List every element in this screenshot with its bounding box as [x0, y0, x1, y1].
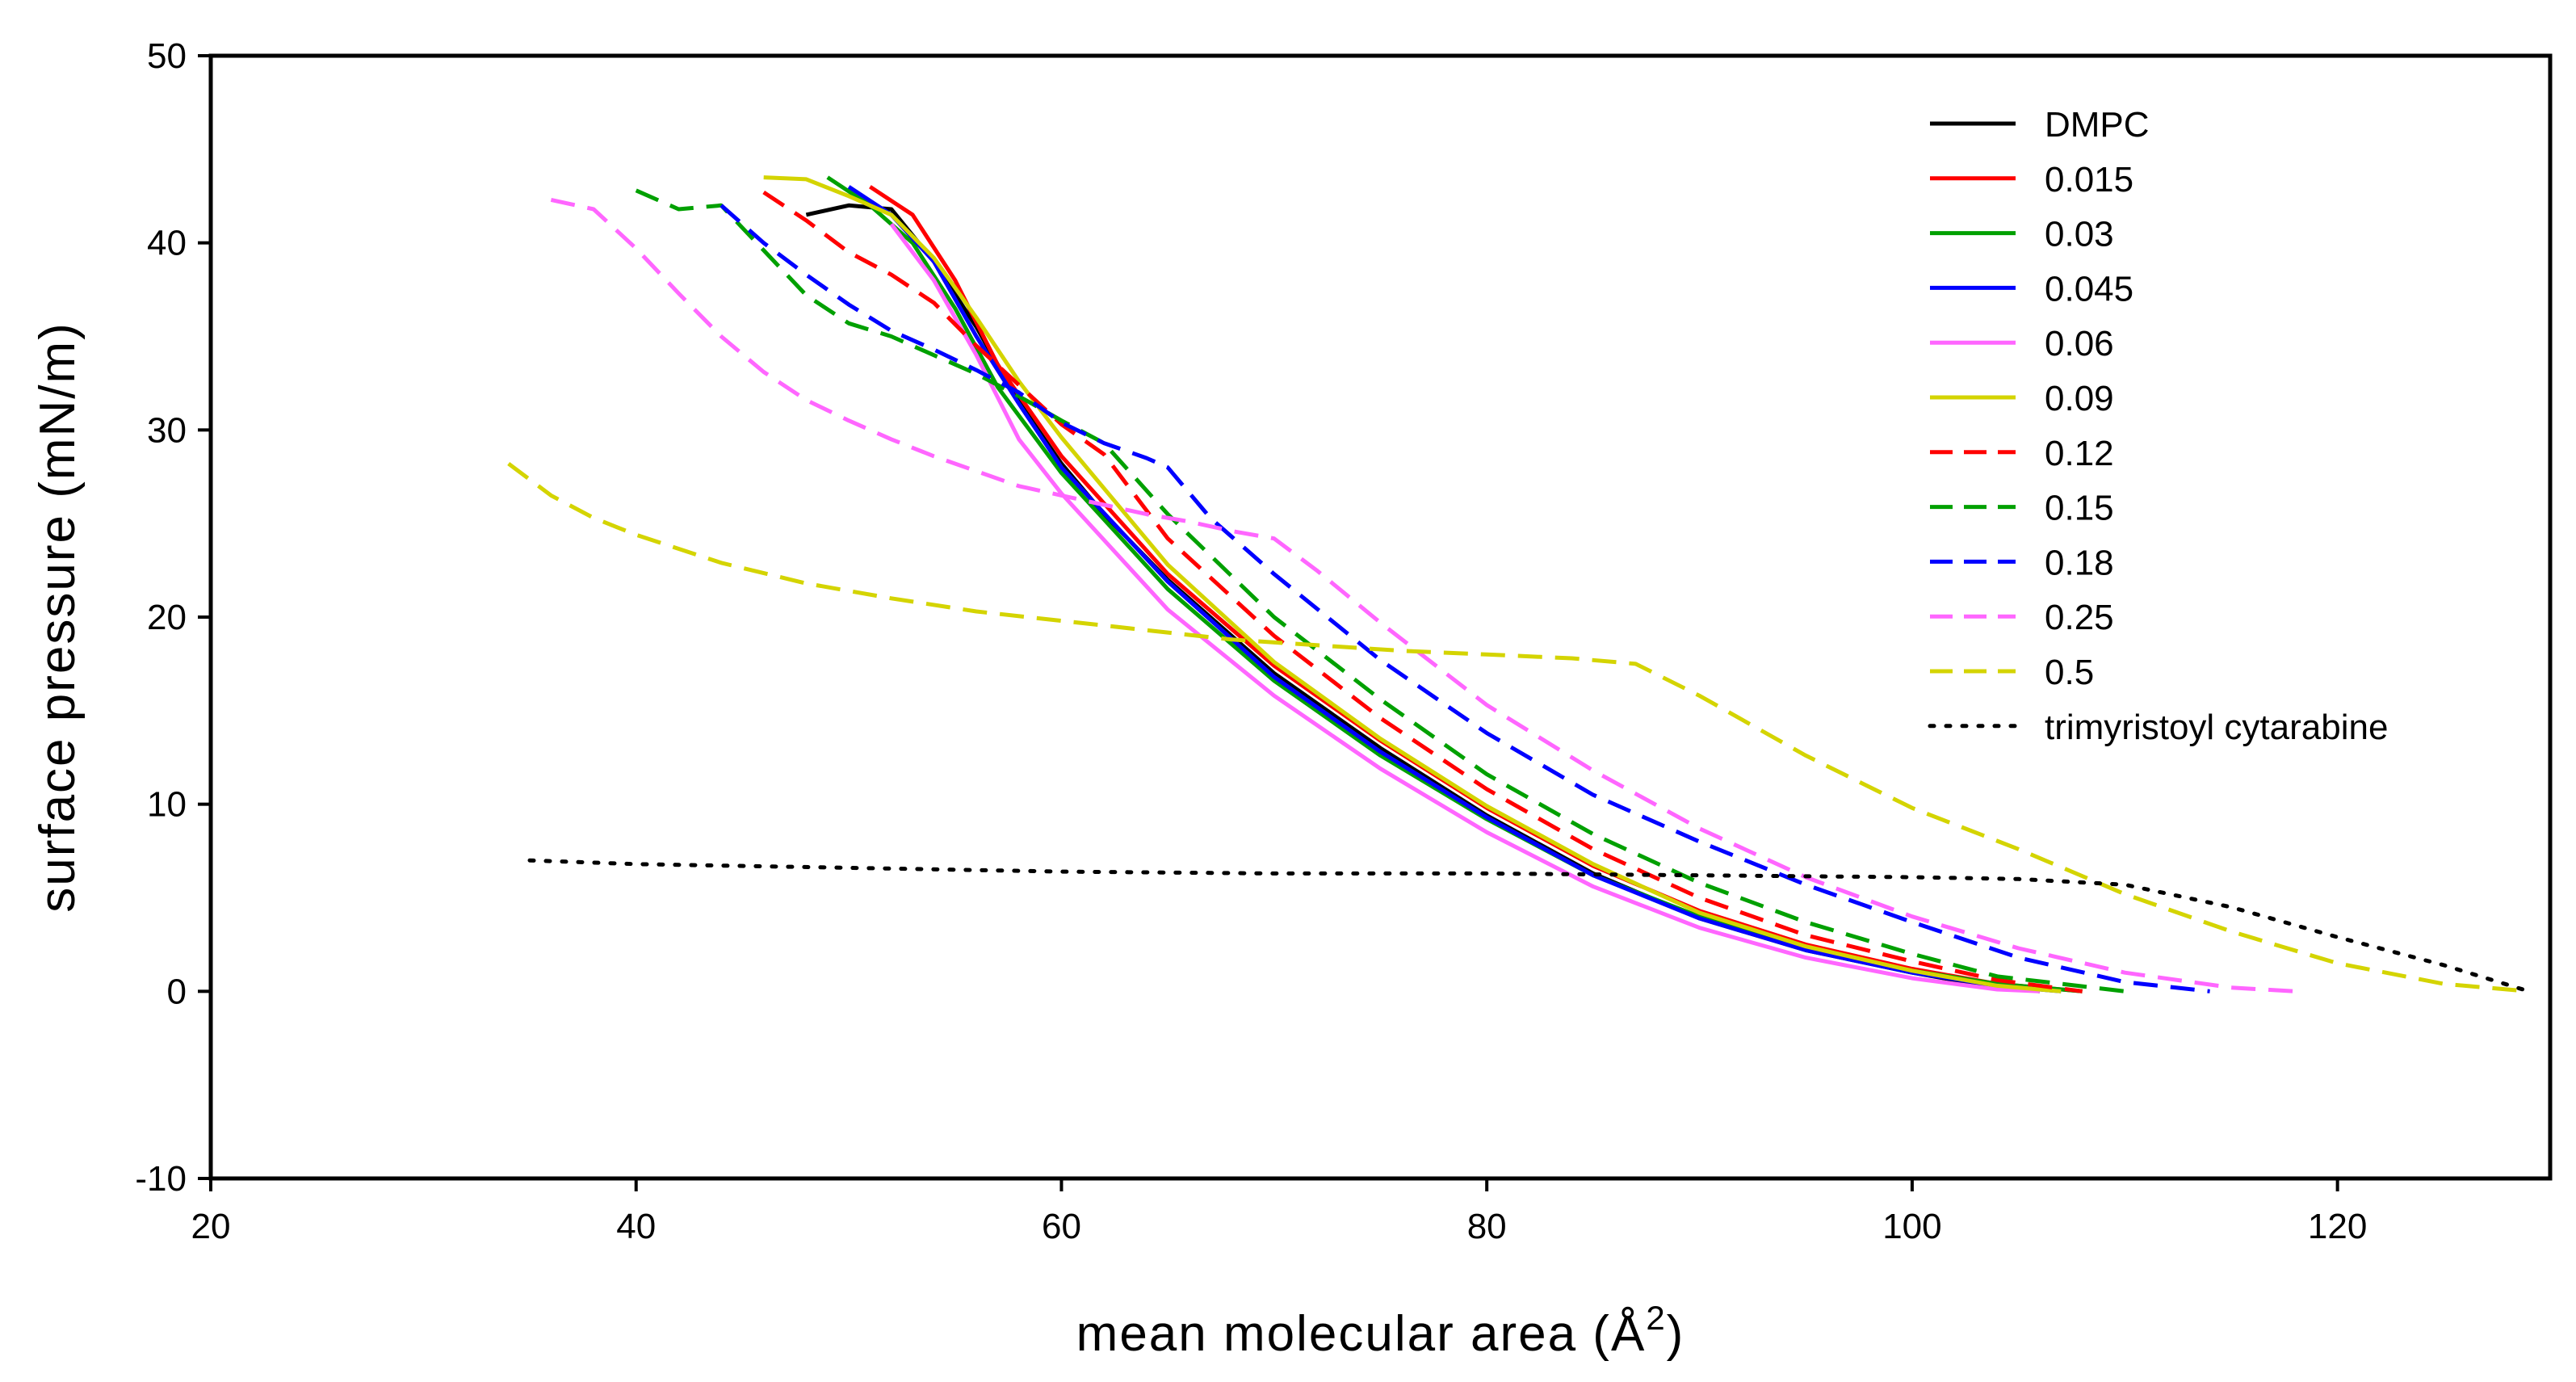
y-tick-label: 40 [147, 224, 187, 263]
x-axis-title-unit: Å [1611, 1306, 1646, 1362]
legend-label: 0.06 [2045, 324, 2114, 363]
legend-label: trimyristoyl cytarabine [2045, 708, 2388, 747]
plot-area [208, 53, 2553, 1181]
x-tick-label: 120 [2308, 1207, 2367, 1246]
legend-label: 0.18 [2045, 543, 2114, 582]
y-tick-label: 50 [147, 36, 187, 76]
legend-label: 0.045 [2045, 269, 2133, 309]
legend-label: 0.5 [2045, 653, 2094, 692]
series-line-0-12 [762, 191, 2083, 993]
series-line-0-045 [847, 185, 2062, 993]
y-axis-ticks: -10 0 10 20 30 40 50 [135, 36, 211, 1199]
y-axis-title: surface pressure (mN/m) [30, 321, 86, 913]
plot-frame [208, 53, 2553, 1181]
y-tick-label: -10 [135, 1159, 187, 1199]
legend-label: DMPC [2045, 105, 2150, 145]
series-line-0-06 [889, 222, 2041, 993]
legend-label: 0.015 [2045, 160, 2133, 200]
series-layer [507, 175, 2532, 993]
y-tick-label: 10 [147, 785, 187, 825]
series-line-0-5 [507, 461, 2529, 993]
legend-label: 0.03 [2045, 215, 2114, 254]
series-line-0-18 [720, 204, 2210, 993]
x-tick-label: 80 [1467, 1207, 1507, 1246]
x-axis-title-superscript: 2 [1646, 1299, 1666, 1337]
legend: DMPC 0.015 0.03 0.045 0.06 0.09 0.12 0.15 0.18 0.… [1928, 105, 2388, 747]
y-tick-label: 30 [147, 410, 187, 450]
x-axis-title-tail: ) [1667, 1306, 1685, 1362]
series-line-0-25 [550, 197, 2296, 993]
x-axis-ticks: 20 40 60 80 100 120 [191, 1178, 2367, 1246]
legend-label: 0.09 [2045, 379, 2114, 418]
x-axis-title-text: mean molecular area ( [1076, 1306, 1611, 1362]
y-tick-label: 0 [167, 972, 187, 1011]
y-tick-label: 20 [147, 598, 187, 637]
x-tick-label: 40 [616, 1207, 656, 1246]
legend-label: 0.15 [2045, 489, 2114, 528]
x-tick-label: 100 [1882, 1207, 1941, 1246]
x-axis-title: mean molecular area (Å2) [1076, 1299, 1685, 1362]
legend-label: 0.12 [2045, 434, 2114, 473]
x-tick-label: 20 [191, 1207, 231, 1246]
legend-label: 0.25 [2045, 598, 2114, 637]
series-line-trimyristoyl-cytarabine [527, 858, 2532, 993]
x-tick-label: 60 [1042, 1207, 1081, 1246]
series-line-0-09 [763, 175, 2062, 993]
